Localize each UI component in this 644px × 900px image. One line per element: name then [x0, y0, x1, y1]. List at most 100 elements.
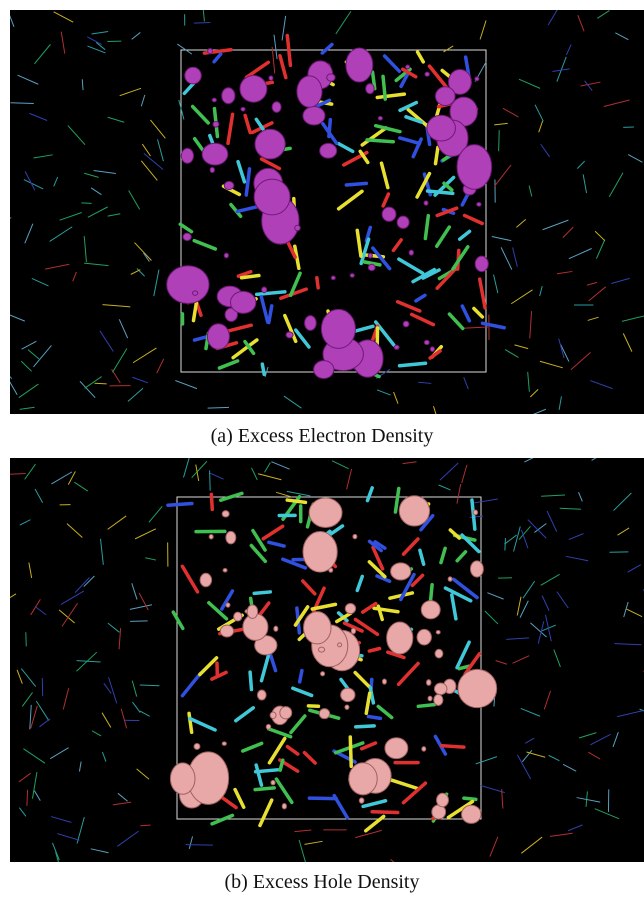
bond-thin — [175, 380, 197, 388]
density-lobe — [434, 683, 447, 695]
bond-thin — [577, 798, 601, 803]
bond-stick — [256, 765, 261, 785]
bond-thin — [94, 383, 106, 384]
bond-thin — [542, 596, 549, 611]
bond-stick — [418, 705, 434, 707]
bond-stick — [193, 107, 209, 123]
bond-thin — [480, 21, 486, 40]
bond-thin — [579, 733, 596, 738]
bond-stick — [399, 663, 419, 684]
bond-thin — [129, 190, 140, 209]
bond-stick — [263, 526, 282, 539]
bond-thin — [50, 748, 68, 759]
density-lobe — [224, 253, 228, 258]
bond-thin — [21, 361, 31, 371]
bond-stick — [395, 488, 398, 512]
bond-thin — [462, 465, 467, 483]
bond-thin — [61, 591, 84, 604]
density-lobe — [394, 345, 399, 349]
bond-stick — [168, 504, 192, 506]
bond-stick — [243, 743, 262, 751]
bond-thin — [210, 473, 223, 479]
bond-thin — [102, 713, 111, 728]
bond-stick — [214, 54, 221, 62]
bond-thin — [589, 287, 606, 301]
density-lobe — [353, 534, 357, 538]
bond-stick — [460, 231, 470, 239]
bond-thin — [538, 621, 544, 643]
bond-thin — [271, 462, 289, 470]
bond-stick — [236, 708, 253, 721]
density-lobe — [409, 250, 413, 255]
bond-thin — [74, 482, 87, 491]
density-lobe — [397, 216, 409, 228]
bond-thin — [347, 469, 352, 489]
density-lobe — [427, 115, 456, 141]
bond-thin — [100, 331, 113, 352]
density-lobe — [274, 626, 278, 631]
bond-thin — [494, 275, 498, 293]
bond-thin — [22, 692, 32, 706]
density-lobe — [338, 643, 342, 647]
bond-thin — [517, 755, 530, 779]
bond-stick — [189, 713, 192, 732]
bond-stick — [182, 673, 200, 695]
bond-thin — [51, 472, 72, 484]
bond-thin — [517, 597, 521, 616]
bond-thin — [19, 808, 26, 817]
bond-thin — [210, 470, 211, 490]
bond-thin — [128, 388, 143, 401]
bond-stick — [261, 654, 268, 680]
bond-stick — [355, 619, 377, 634]
caption: (b) Excess Hole Density — [0, 871, 644, 894]
bond-thin — [35, 607, 46, 615]
bond-thin — [590, 734, 610, 744]
bond-thin — [109, 677, 117, 703]
density-lobe — [391, 563, 411, 580]
density-lobe — [382, 207, 396, 221]
bond-thin — [33, 155, 52, 158]
density-lobe — [193, 291, 198, 295]
bond-thin — [530, 311, 532, 338]
bond-thin — [108, 117, 125, 122]
density-lobe — [240, 75, 267, 102]
bond-thin — [462, 327, 488, 328]
bond-stick — [431, 585, 432, 600]
bond-thin — [80, 381, 95, 397]
caption: (a) Excess Electron Density — [0, 425, 644, 448]
density-lobe — [321, 672, 325, 676]
bond-stick — [393, 240, 401, 251]
bond-stick — [287, 500, 305, 502]
bond-stick — [404, 539, 418, 554]
bond-stick — [287, 747, 297, 754]
density-lobe — [303, 532, 337, 573]
bond-thin — [596, 240, 604, 259]
bond-thin — [391, 859, 401, 862]
density-lobe — [224, 181, 234, 189]
bond-thin — [61, 32, 65, 54]
density-lobe — [305, 316, 317, 331]
bond-stick — [339, 144, 353, 152]
bond-stick — [464, 798, 476, 799]
bond-thin — [274, 35, 277, 59]
bond-stick — [449, 314, 462, 328]
bond-thin — [87, 37, 101, 45]
bond-thin — [132, 377, 148, 383]
bond-thin — [494, 123, 508, 125]
bond-thin — [617, 710, 643, 716]
bond-stick — [182, 566, 197, 592]
bond-stick — [420, 550, 424, 564]
bond-stick — [430, 66, 447, 87]
bond-thin — [513, 248, 518, 267]
density-lobe — [341, 688, 355, 702]
bond-thin — [563, 227, 573, 238]
bond-thin — [529, 186, 532, 197]
density-lobe — [194, 743, 200, 749]
bond-thin — [299, 840, 307, 862]
bond-thin — [35, 489, 43, 503]
bond-thin — [29, 113, 47, 120]
density-lobe — [200, 573, 212, 586]
bond-stick — [378, 706, 391, 717]
density-lobe — [350, 274, 354, 278]
bond-thin — [54, 177, 58, 186]
